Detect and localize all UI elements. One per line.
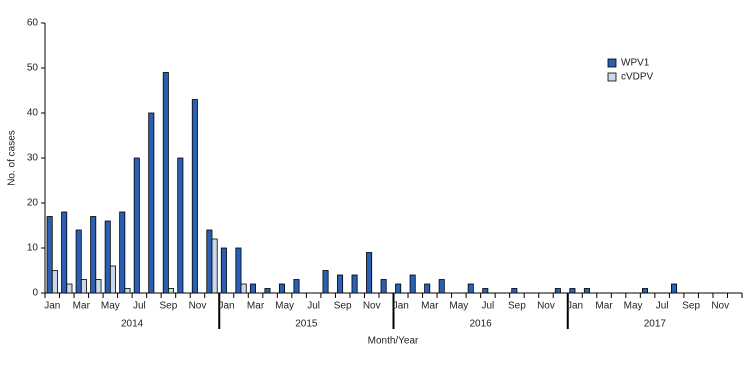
x-tick-label: Mar <box>421 301 439 312</box>
bar <box>249 283 256 294</box>
bar <box>168 288 175 294</box>
x-tick-label: Nov <box>537 301 555 312</box>
bar <box>438 279 445 294</box>
x-tick-label: Sep <box>160 301 178 312</box>
year-label: 2016 <box>470 319 493 330</box>
x-tick-label: Jul <box>307 301 320 312</box>
legend-swatch <box>607 58 617 68</box>
x-tick-label: Sep <box>334 301 352 312</box>
bar <box>220 247 227 294</box>
bar <box>80 279 87 294</box>
x-tick-label: Nov <box>711 301 729 312</box>
bar <box>293 279 300 294</box>
bar <box>191 99 198 294</box>
x-tick-label: May <box>624 301 643 312</box>
bar <box>104 220 111 294</box>
bar <box>395 283 402 294</box>
x-tick-label: Jan <box>567 301 583 312</box>
bar <box>211 238 218 294</box>
bar <box>61 211 68 294</box>
bar <box>409 274 416 294</box>
bar <box>322 270 329 294</box>
bar <box>51 270 58 294</box>
x-tick-label: May <box>275 301 294 312</box>
bar <box>148 112 155 294</box>
bar <box>264 288 271 294</box>
x-tick-label: Nov <box>189 301 207 312</box>
bar <box>133 157 140 294</box>
year-label: 2017 <box>644 319 667 330</box>
y-tick-label: 10 <box>27 243 39 254</box>
y-tick-label: 50 <box>27 63 39 74</box>
bar <box>380 279 387 294</box>
y-tick-label: 30 <box>27 153 39 164</box>
bar <box>337 274 344 294</box>
bar <box>467 283 474 294</box>
bar <box>119 211 126 294</box>
bar <box>75 229 82 294</box>
legend-swatch <box>607 72 617 82</box>
x-tick-label: Mar <box>73 301 91 312</box>
bar <box>46 216 53 294</box>
x-tick-label: Jan <box>44 301 60 312</box>
bar <box>235 247 242 294</box>
bar <box>278 283 285 294</box>
x-tick-label: Nov <box>363 301 381 312</box>
legend-label: WPV1 <box>621 58 650 69</box>
bar <box>351 274 358 294</box>
bar <box>162 72 169 294</box>
x-tick-label: May <box>101 301 120 312</box>
bar <box>482 288 489 294</box>
y-tick-label: 20 <box>27 198 39 209</box>
bar <box>569 288 576 294</box>
bar <box>554 288 561 294</box>
x-tick-label: Jul <box>656 301 669 312</box>
y-tick-label: 0 <box>32 288 38 299</box>
y-tick-label: 40 <box>27 108 39 119</box>
bar <box>641 288 649 294</box>
bar <box>206 229 213 294</box>
x-tick-label: May <box>449 301 468 312</box>
x-tick-label: Jul <box>133 301 146 312</box>
bar <box>177 157 184 294</box>
bar <box>583 288 590 294</box>
year-label: 2015 <box>295 319 318 330</box>
bar <box>424 283 431 294</box>
x-axis-label: Month/Year <box>368 336 419 347</box>
x-tick-label: Jan <box>218 301 234 312</box>
x-tick-label: Sep <box>508 301 526 312</box>
x-tick-label: Jan <box>393 301 409 312</box>
bar <box>511 288 518 294</box>
x-tick-label: Sep <box>682 301 700 312</box>
x-tick-label: Mar <box>247 301 265 312</box>
year-label: 2014 <box>121 319 144 330</box>
bar <box>109 265 116 294</box>
y-tick-label: 60 <box>27 18 39 29</box>
x-tick-label: Jul <box>481 301 494 312</box>
y-axis-label: No. of cases <box>7 130 18 186</box>
bar <box>95 279 102 294</box>
bar <box>124 288 131 294</box>
bar <box>671 283 678 294</box>
bar <box>240 283 247 294</box>
x-tick-label: Mar <box>595 301 613 312</box>
legend-label: cVDPV <box>621 72 654 83</box>
bar <box>90 216 97 294</box>
bar <box>66 283 73 294</box>
bar <box>366 252 373 294</box>
